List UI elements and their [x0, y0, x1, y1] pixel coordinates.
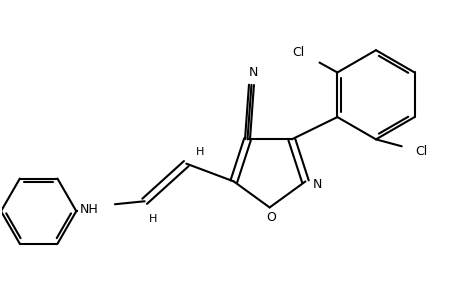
Text: H: H: [196, 147, 204, 157]
Text: Cl: Cl: [414, 145, 427, 158]
Text: H: H: [148, 214, 157, 224]
Text: N: N: [248, 67, 257, 80]
Text: NH: NH: [79, 203, 98, 216]
Text: N: N: [312, 178, 321, 191]
Text: Cl: Cl: [292, 46, 304, 59]
Text: O: O: [266, 211, 276, 224]
